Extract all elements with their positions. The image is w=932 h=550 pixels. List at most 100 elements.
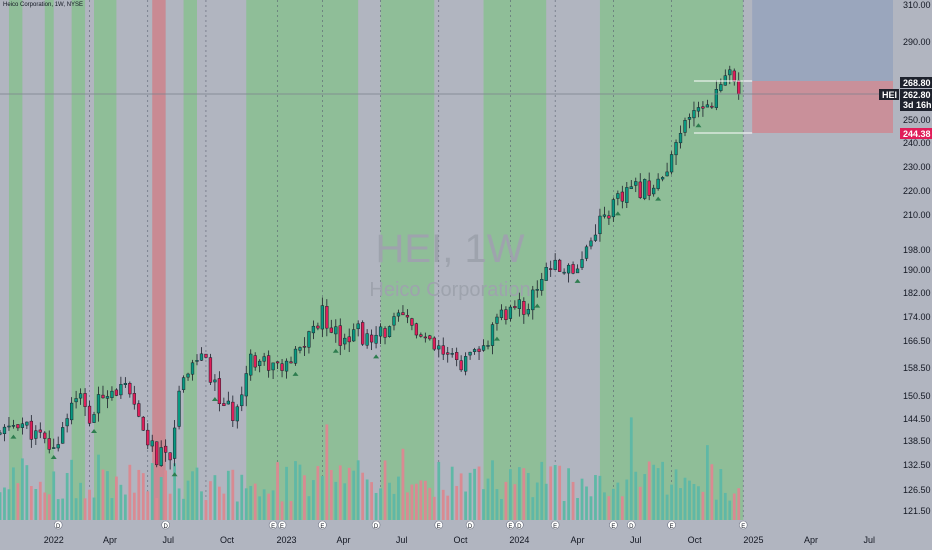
- candle-body-65: [289, 361, 293, 364]
- candle-body-43: [190, 362, 195, 375]
- bull-band-5: [246, 0, 359, 520]
- event-marker-label-13: E: [670, 524, 674, 530]
- event-marker-6: [434, 520, 444, 530]
- volume-bar-45: [200, 491, 203, 520]
- candle-body-40: [177, 390, 181, 427]
- volume-bar-162: [723, 492, 727, 520]
- candle-body-118: [526, 309, 530, 315]
- candle-body-26: [114, 389, 119, 396]
- price-tick-17: 126.50: [903, 485, 931, 495]
- volume-bar-73: [325, 424, 329, 520]
- volume-bar-2: [7, 489, 11, 520]
- candle-body-73: [325, 306, 329, 329]
- volume-bar-163: [728, 500, 732, 520]
- volume-bar-28: [123, 494, 127, 520]
- candle-body-97: [432, 337, 436, 350]
- candle-body-34: [150, 440, 154, 447]
- volume-bar-136: [607, 496, 611, 520]
- volume-bar-90: [401, 448, 405, 520]
- volume-bar-116: [517, 467, 521, 520]
- time-tick-8: 2024: [509, 535, 529, 545]
- candle-body-142: [634, 181, 638, 186]
- volume-bar-51: [226, 470, 230, 520]
- volume-bar-20: [88, 489, 91, 520]
- candle-body-25: [110, 390, 114, 398]
- candle-body-121: [540, 278, 544, 291]
- volume-bar-147: [656, 468, 660, 520]
- candle-body-91: [405, 315, 410, 318]
- candle-body-24: [105, 396, 110, 399]
- last-price-tag: [900, 89, 932, 111]
- candle-body-101: [450, 353, 454, 355]
- volume-bar-155: [692, 483, 696, 520]
- volume-bar-153: [683, 477, 687, 520]
- candle-body-141: [629, 186, 633, 189]
- volume-bar-54: [240, 474, 244, 520]
- volume-bar-119: [531, 497, 535, 520]
- bull-band-2: [71, 0, 86, 520]
- candle-body-31: [137, 403, 141, 417]
- candle-body-117: [522, 301, 526, 315]
- volume-bar-91: [406, 492, 409, 520]
- candle-body-33: [146, 429, 150, 446]
- candle-body-14: [61, 427, 65, 444]
- candle-body-62: [275, 361, 280, 364]
- candle-body-156: [696, 107, 701, 112]
- buy-arrow-66: [292, 371, 299, 376]
- candle-body-150: [669, 154, 674, 173]
- volume-bar-93: [414, 483, 418, 520]
- signal-arrows: [10, 123, 702, 477]
- candle-body-9: [38, 429, 42, 433]
- time-tick-11: Oct: [688, 535, 703, 545]
- event-marker-label-3: E: [280, 524, 284, 530]
- volume-bar-128: [571, 481, 575, 520]
- candle-body-119: [531, 289, 535, 311]
- candle-body-85: [378, 326, 383, 337]
- volume-bar-149: [665, 494, 669, 520]
- time-tick-14: Jul: [863, 535, 875, 545]
- candle-body-44: [195, 360, 199, 362]
- candle-body-161: [719, 84, 723, 91]
- price-tags: 268.80 262.80 3d 16h HEI 244.38: [879, 77, 932, 139]
- bear-band-0: [152, 0, 166, 520]
- buy-arrow-138: [614, 211, 621, 216]
- volume-bar-68: [303, 475, 306, 520]
- volume-bar-82: [365, 479, 369, 520]
- volume-bar-0: [0, 492, 2, 520]
- candle-body-60: [266, 355, 271, 371]
- volume-bar-10: [43, 492, 47, 520]
- volume-bar-127: [567, 468, 570, 520]
- volume-bar-94: [419, 480, 423, 520]
- volume-bar-151: [674, 469, 678, 520]
- candle-body-109: [486, 345, 490, 347]
- candle-body-89: [396, 312, 401, 317]
- trend-bands: [8, 0, 744, 520]
- candle-body-106: [472, 349, 477, 352]
- risk-zone: [752, 81, 893, 133]
- volume-bar-125: [558, 465, 562, 520]
- watermark-symbol: HEI, 1W: [376, 227, 525, 271]
- candle-body-67: [298, 347, 302, 351]
- volume-bar-103: [459, 473, 463, 520]
- volume-bar-58: [258, 496, 262, 520]
- volume-bar-84: [374, 492, 378, 520]
- candle-body-160: [714, 89, 718, 108]
- volume-bar-44: [195, 467, 199, 520]
- candle-body-47: [208, 357, 213, 383]
- candle-body-87: [387, 326, 392, 337]
- volume-bar-46: [204, 500, 208, 520]
- reward-zone: [752, 0, 893, 81]
- volume-bar-50: [222, 493, 226, 520]
- candle-body-61: [271, 362, 275, 371]
- volume-bar-137: [611, 488, 615, 520]
- bull-band-6: [380, 0, 435, 520]
- volume-bar-95: [423, 480, 427, 520]
- event-marker-label-9: D: [517, 524, 522, 530]
- volume-bar-102: [455, 485, 459, 520]
- candle-body-12: [52, 447, 56, 449]
- candle-body-108: [481, 345, 486, 351]
- volume-bar-80: [356, 460, 360, 520]
- volume-bar-122: [544, 483, 548, 520]
- candle-body-151: [674, 142, 678, 156]
